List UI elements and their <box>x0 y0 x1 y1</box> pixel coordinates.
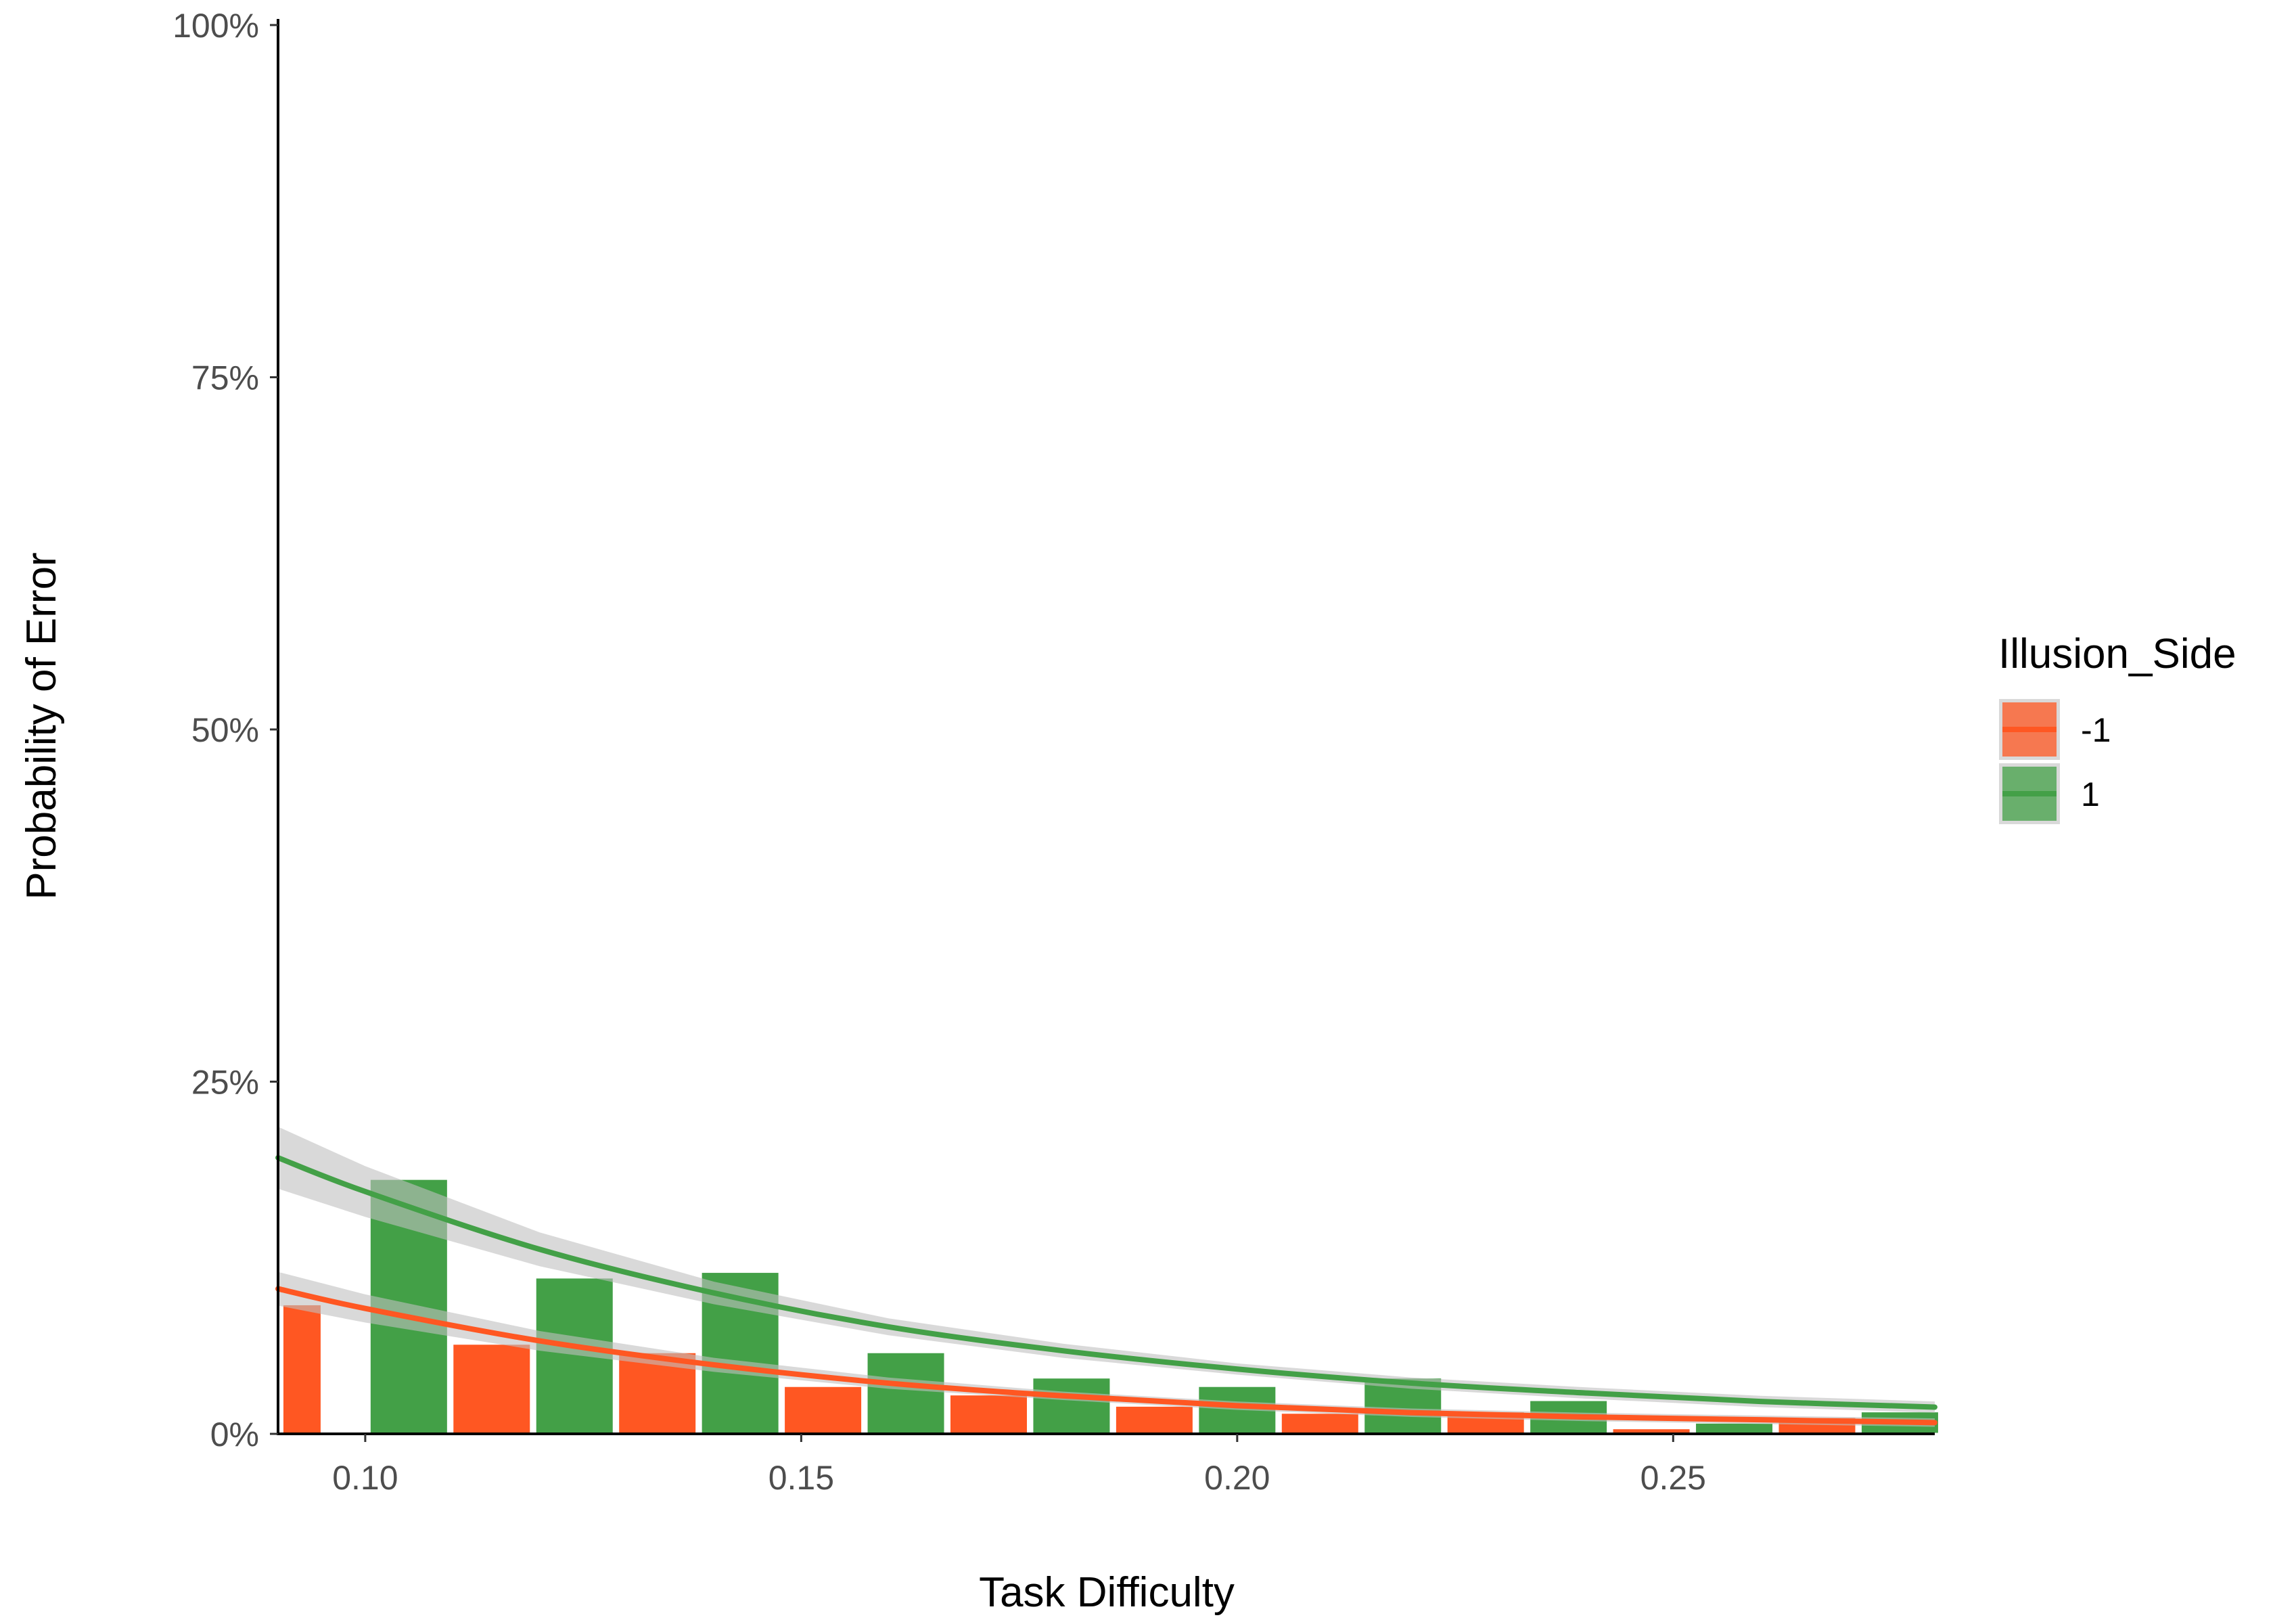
fit-line-series0 <box>275 1286 1937 1426</box>
y-tick-label-0: 0% <box>210 1416 259 1453</box>
x-tick-label-1: 0.15 <box>768 1459 834 1497</box>
bar-series1-8 <box>1694 1421 1775 1435</box>
y-tick-label-3: 75% <box>191 359 259 397</box>
y-tick-label-1: 25% <box>191 1064 259 1102</box>
bar-series0-5 <box>1113 1404 1195 1435</box>
bar-series0-3 <box>783 1384 864 1435</box>
x-tick-label-0: 0.10 <box>332 1459 398 1497</box>
x-tick-label-2: 0.20 <box>1204 1459 1270 1497</box>
legend-label-neg1: -1 <box>2081 711 2111 749</box>
bar-series1-4 <box>1031 1376 1112 1435</box>
legend-item-neg1: -1 <box>1999 699 2111 760</box>
bar-series0-4 <box>948 1393 1029 1435</box>
y-axis-title: Probability of Error <box>18 552 65 899</box>
legend-label-1: 1 <box>2081 775 2100 813</box>
bar-series1-3 <box>865 1351 946 1435</box>
y-tick-label-4: 100% <box>173 7 259 45</box>
fit-line-series1 <box>275 1154 1937 1410</box>
x-tick-label-3: 0.25 <box>1640 1459 1706 1497</box>
axes <box>277 19 1935 1435</box>
legend: Illusion_Side -1 1 <box>1998 631 2236 824</box>
bar-series0-0 <box>281 1303 323 1435</box>
legend-item-1: 1 <box>1999 763 2100 824</box>
tick-labels: 0.10 0.15 0.20 0.25 0% 25% 50% 75% 100% <box>173 7 1706 1497</box>
bar-series0-1 <box>451 1343 532 1435</box>
legend-title: Illusion_Side <box>1998 631 2236 677</box>
bar-series0-6 <box>1279 1412 1360 1435</box>
y-tick-label-2: 50% <box>191 711 259 749</box>
fit-lines <box>275 1154 1937 1426</box>
x-axis-title: Task Difficulty <box>979 1569 1235 1616</box>
